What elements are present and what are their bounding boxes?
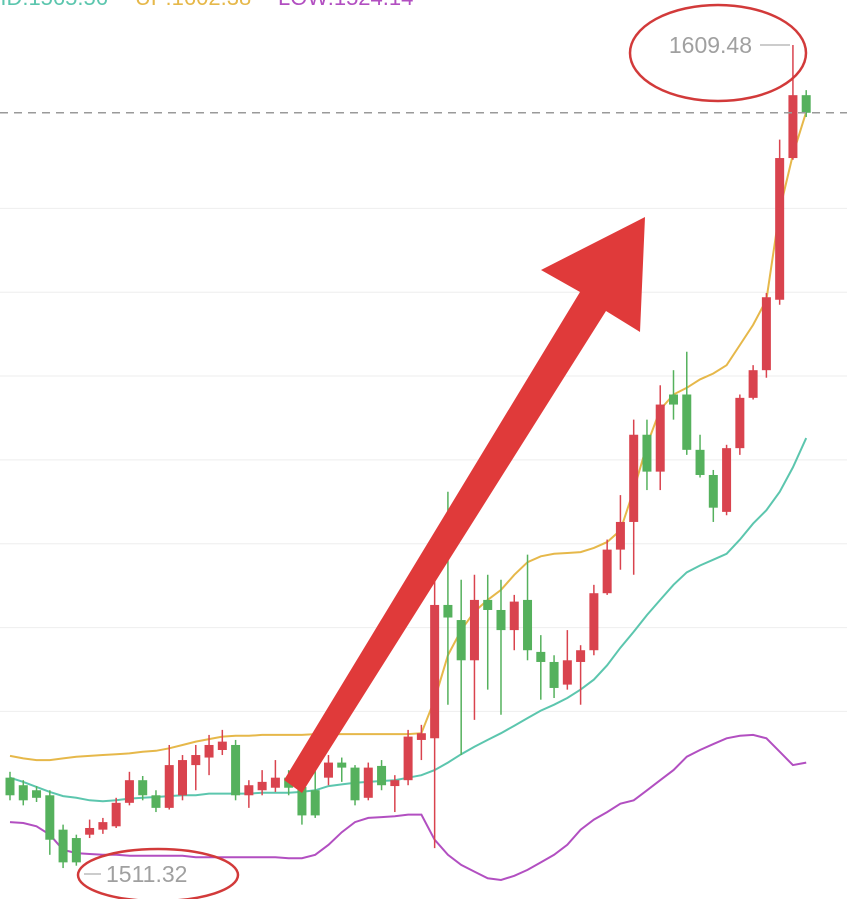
candle-body: [536, 651, 546, 662]
candle-body: [456, 620, 466, 661]
candle-body: [204, 744, 214, 758]
candle-body: [443, 604, 453, 618]
candle-body: [735, 397, 745, 449]
candle-body: [270, 777, 280, 788]
candle-body: [124, 780, 134, 803]
candle-body: [45, 795, 55, 840]
grid: [0, 207, 847, 712]
candle-body: [722, 448, 732, 512]
candle-body: [32, 790, 42, 798]
candle-body: [682, 394, 692, 450]
candle-body: [403, 736, 413, 781]
trend-arrow: [284, 217, 645, 793]
annotations: 1609.48 1511.32: [76, 3, 808, 899]
candle-body: [98, 822, 108, 830]
candle-body: [775, 158, 785, 300]
candle-body: [523, 599, 533, 651]
candle-body: [761, 297, 771, 371]
candle-body: [589, 593, 599, 651]
candle-body: [85, 827, 95, 835]
candle-body: [231, 744, 241, 796]
candle-body: [151, 795, 161, 808]
candle-body: [257, 781, 267, 791]
candle-body: [788, 95, 798, 159]
candle-body: [71, 838, 81, 863]
candle-body: [430, 604, 440, 739]
candle-body: [708, 474, 718, 508]
legend-entry: UP:1602.38: [135, 0, 251, 10]
candle-body: [337, 762, 347, 768]
band-line: [9, 733, 807, 882]
candle-body: [244, 785, 254, 796]
candles: [0, 45, 847, 869]
candle-body: [615, 521, 625, 550]
candle-body: [655, 404, 665, 472]
candle-body: [748, 370, 758, 398]
candle-body: [350, 767, 360, 801]
candle-body: [576, 650, 586, 662]
candle-body: [801, 95, 811, 113]
candle-body: [629, 434, 639, 522]
candle-body: [178, 760, 188, 796]
max-label: 1609.48: [669, 32, 752, 58]
candle-body: [549, 661, 559, 688]
candle-body: [483, 599, 493, 610]
candle-body: [509, 601, 519, 631]
candle-body: [297, 786, 307, 816]
candle-body: [5, 777, 15, 796]
candle-body: [469, 599, 479, 661]
candle-body: [363, 767, 373, 798]
legend: MID:1565.56 UP:1602.38 LOW:1524.14: [0, 0, 413, 10]
candle-body: [323, 762, 333, 778]
candle-body: [217, 741, 227, 751]
candle-body: [111, 802, 121, 827]
candle-body: [562, 660, 572, 685]
highlight-ellipse: [76, 847, 240, 899]
highlight-ellipse: [628, 3, 808, 103]
candle-body: [18, 785, 28, 801]
candle-body: [58, 829, 68, 863]
candle-body: [138, 780, 148, 796]
candle-body: [602, 549, 612, 594]
candle-body: [164, 765, 174, 808]
legend-entry: MID:1565.56: [0, 0, 108, 10]
candle-body: [642, 434, 652, 472]
candle-body: [191, 755, 201, 766]
candle-body: [310, 790, 320, 816]
candle-body: [377, 765, 387, 786]
candle-body: [496, 609, 506, 631]
legend-entry: LOW:1524.14: [278, 0, 413, 10]
min-label: 1511.32: [106, 861, 187, 887]
candle-body: [695, 449, 705, 475]
candle-body: [669, 394, 678, 405]
candle-body: [390, 780, 400, 787]
candle-body: [416, 733, 426, 740]
